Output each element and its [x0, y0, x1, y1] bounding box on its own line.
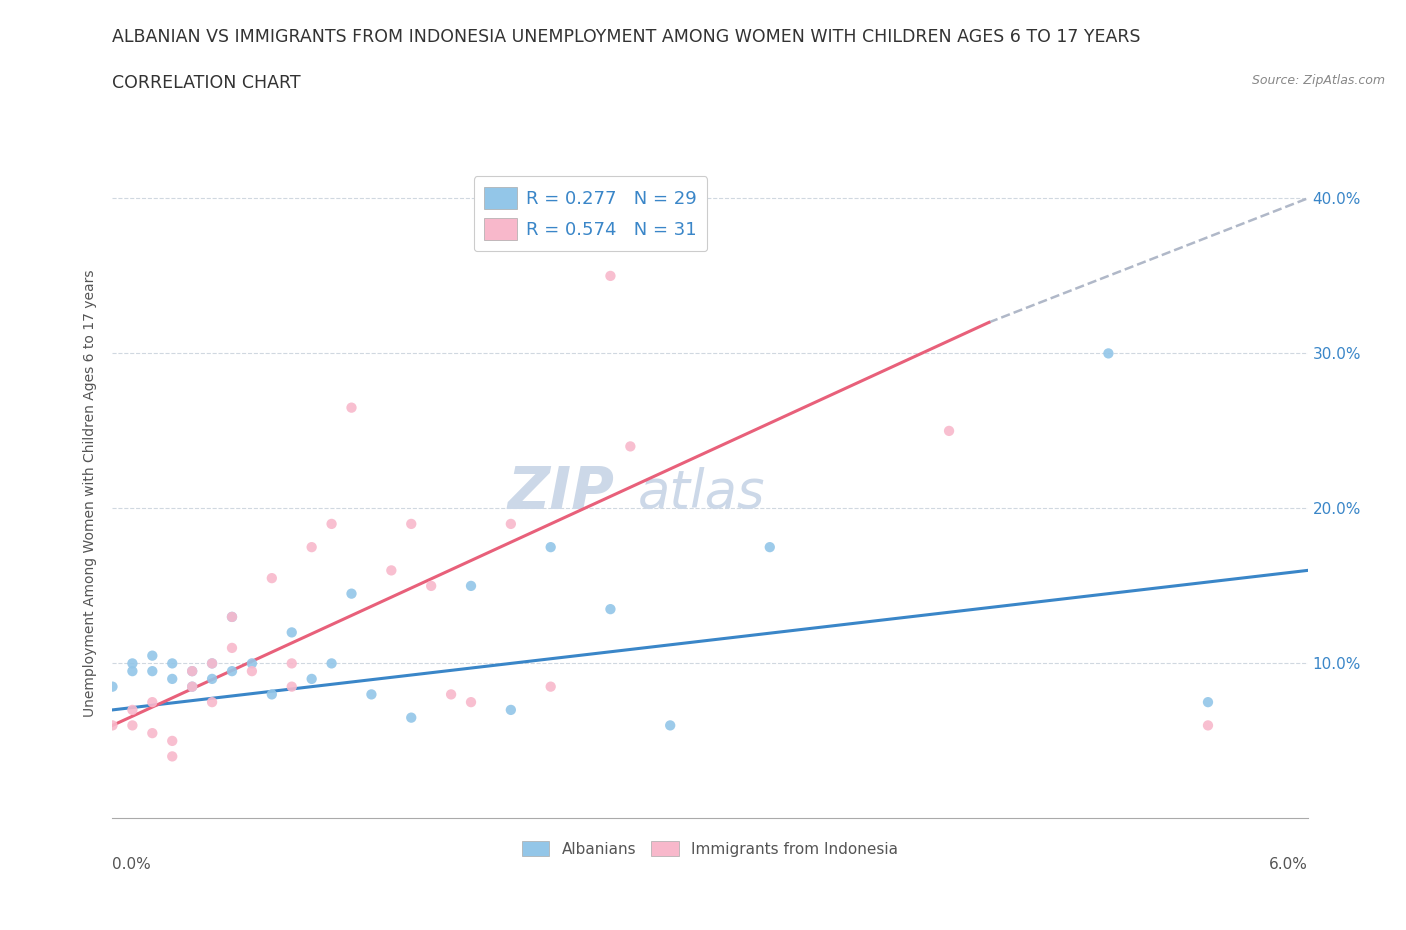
- Point: [121, 718, 143, 733]
- Text: CORRELATION CHART: CORRELATION CHART: [112, 74, 301, 92]
- Point: [181, 664, 204, 679]
- Point: [1197, 695, 1219, 710]
- Point: [759, 539, 782, 554]
- Point: [401, 711, 423, 725]
- Point: [141, 725, 163, 740]
- Point: [141, 664, 163, 679]
- Point: [301, 671, 323, 686]
- Point: [181, 664, 204, 679]
- Point: [321, 516, 343, 531]
- Text: Source: ZipAtlas.com: Source: ZipAtlas.com: [1251, 74, 1385, 87]
- Text: ZIP: ZIP: [508, 464, 614, 522]
- Point: [162, 749, 183, 764]
- Point: [540, 679, 562, 694]
- Point: [201, 656, 224, 671]
- Point: [499, 702, 522, 717]
- Text: atlas: atlas: [638, 467, 766, 519]
- Point: [141, 695, 163, 710]
- Point: [281, 656, 304, 671]
- Point: [281, 625, 304, 640]
- Point: [380, 563, 402, 578]
- Point: [221, 664, 243, 679]
- Point: [659, 718, 682, 733]
- Point: [540, 539, 562, 554]
- Point: [240, 656, 263, 671]
- Point: [599, 602, 621, 617]
- Point: [260, 687, 283, 702]
- Point: [141, 648, 163, 663]
- Point: [162, 656, 183, 671]
- Point: [181, 679, 204, 694]
- Point: [1097, 346, 1119, 361]
- Point: [162, 671, 183, 686]
- Text: 0.0%: 0.0%: [112, 857, 152, 872]
- Point: [360, 687, 382, 702]
- Point: [101, 679, 124, 694]
- Point: [221, 641, 243, 656]
- Point: [460, 578, 482, 593]
- Y-axis label: Unemployment Among Women with Children Ages 6 to 17 years: Unemployment Among Women with Children A…: [83, 269, 97, 717]
- Point: [221, 609, 243, 624]
- Point: [340, 586, 363, 601]
- Point: [420, 578, 443, 593]
- Text: ALBANIAN VS IMMIGRANTS FROM INDONESIA UNEMPLOYMENT AMONG WOMEN WITH CHILDREN AGE: ALBANIAN VS IMMIGRANTS FROM INDONESIA UN…: [112, 28, 1142, 46]
- Point: [619, 439, 641, 454]
- Point: [121, 656, 143, 671]
- Point: [499, 516, 522, 531]
- Legend: Albanians, Immigrants from Indonesia: Albanians, Immigrants from Indonesia: [516, 834, 904, 863]
- Point: [101, 718, 124, 733]
- Point: [460, 695, 482, 710]
- Point: [201, 695, 224, 710]
- Point: [201, 671, 224, 686]
- Point: [599, 269, 621, 284]
- Point: [121, 664, 143, 679]
- Point: [301, 539, 323, 554]
- Point: [221, 609, 243, 624]
- Point: [181, 679, 204, 694]
- Point: [281, 679, 304, 694]
- Point: [162, 734, 183, 749]
- Point: [321, 656, 343, 671]
- Point: [121, 702, 143, 717]
- Point: [340, 400, 363, 415]
- Point: [240, 664, 263, 679]
- Point: [401, 516, 423, 531]
- Point: [201, 656, 224, 671]
- Point: [938, 423, 960, 438]
- Point: [260, 571, 283, 586]
- Point: [1197, 718, 1219, 733]
- Text: 6.0%: 6.0%: [1268, 857, 1308, 872]
- Point: [440, 687, 463, 702]
